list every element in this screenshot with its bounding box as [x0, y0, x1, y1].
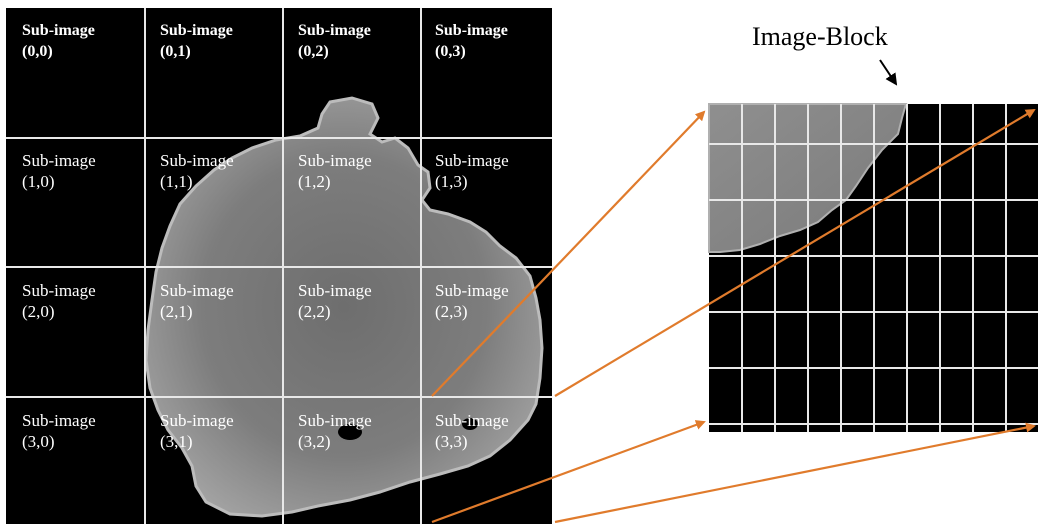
sub-image-label: Sub-image (2,3)	[435, 280, 509, 322]
specimen-shape	[144, 96, 544, 518]
sub-image-label: Sub-image (3,1)	[160, 410, 234, 452]
sub-image-name: Sub-image	[298, 411, 372, 430]
sub-image-label: Sub-image (2,2)	[298, 280, 372, 322]
sub-image-name: Sub-image	[160, 22, 233, 39]
sub-image-name: Sub-image	[22, 22, 95, 39]
sub-image-name: Sub-image	[435, 411, 509, 430]
sub-image-index: (1,1)	[160, 172, 193, 191]
sub-image-index: (1,2)	[298, 172, 331, 191]
sub-image-name: Sub-image	[160, 281, 234, 300]
sub-image-index: (0,1)	[160, 43, 191, 60]
sub-image-label: Sub-image (2,0)	[22, 280, 96, 322]
sub-image-label: Sub-image (1,0)	[22, 150, 96, 192]
sub-image-index: (0,0)	[22, 43, 53, 60]
sub-image-name: Sub-image	[160, 411, 234, 430]
arrow-bottom-left	[431, 420, 706, 524]
sub-image-grid-lines	[6, 8, 552, 524]
sub-image-index: (1,3)	[435, 172, 468, 191]
sub-image-index: (2,2)	[298, 302, 331, 321]
sub-image-name: Sub-image	[160, 151, 234, 170]
sub-image-name: Sub-image	[435, 281, 509, 300]
image-block-title: Image-Block	[752, 22, 888, 51]
arrow-top-right	[554, 108, 1036, 397]
sub-image-index: (3,3)	[435, 432, 468, 451]
sub-image-label: Sub-image (0,1)	[160, 20, 233, 62]
sub-image-label: Sub-image (3,2)	[298, 410, 372, 452]
sub-image-label: Sub-image (0,0)	[22, 20, 95, 62]
sub-image-name: Sub-image	[435, 151, 509, 170]
sub-image-name: Sub-image	[298, 281, 372, 300]
specimen-hole	[338, 424, 362, 440]
sub-image-label: Sub-image (1,3)	[435, 150, 509, 192]
sub-image-index: (3,1)	[160, 432, 193, 451]
sub-image-index: (3,0)	[22, 432, 55, 451]
sub-image-label: Sub-image (0,3)	[435, 20, 508, 62]
sub-image-index: (0,2)	[298, 43, 329, 60]
sub-image-index: (0,3)	[435, 43, 466, 60]
sub-image-label: Sub-image (0,2)	[298, 20, 371, 62]
sub-image-index: (1,0)	[22, 172, 55, 191]
image-block-grid-lines	[709, 104, 1038, 432]
sub-image-label: Sub-image (3,0)	[22, 410, 96, 452]
specimen-hole	[462, 418, 478, 430]
sub-image-index: (3,2)	[298, 432, 331, 451]
sub-image-name: Sub-image	[22, 151, 96, 170]
sub-image-index: (2,0)	[22, 302, 55, 321]
sub-image-name: Sub-image	[22, 411, 96, 430]
sub-image-label: Sub-image (1,1)	[160, 150, 234, 192]
mapping-arrows	[431, 108, 1036, 524]
sub-image-index: (2,1)	[160, 302, 193, 321]
sub-image-name: Sub-image	[298, 22, 371, 39]
sub-image-label: Sub-image (1,2)	[298, 150, 372, 192]
sub-image-name: Sub-image	[298, 151, 372, 170]
arrow-bottom-right	[554, 422, 1036, 524]
title-pointer-arrow	[879, 59, 898, 86]
sub-image-name: Sub-image	[22, 281, 96, 300]
sub-image-label: Sub-image (3,3)	[435, 410, 509, 452]
sub-image-label: Sub-image (2,1)	[160, 280, 234, 322]
sub-image-name: Sub-image	[435, 22, 508, 39]
sub-image-index: (2,3)	[435, 302, 468, 321]
arrow-top-left	[431, 110, 706, 397]
